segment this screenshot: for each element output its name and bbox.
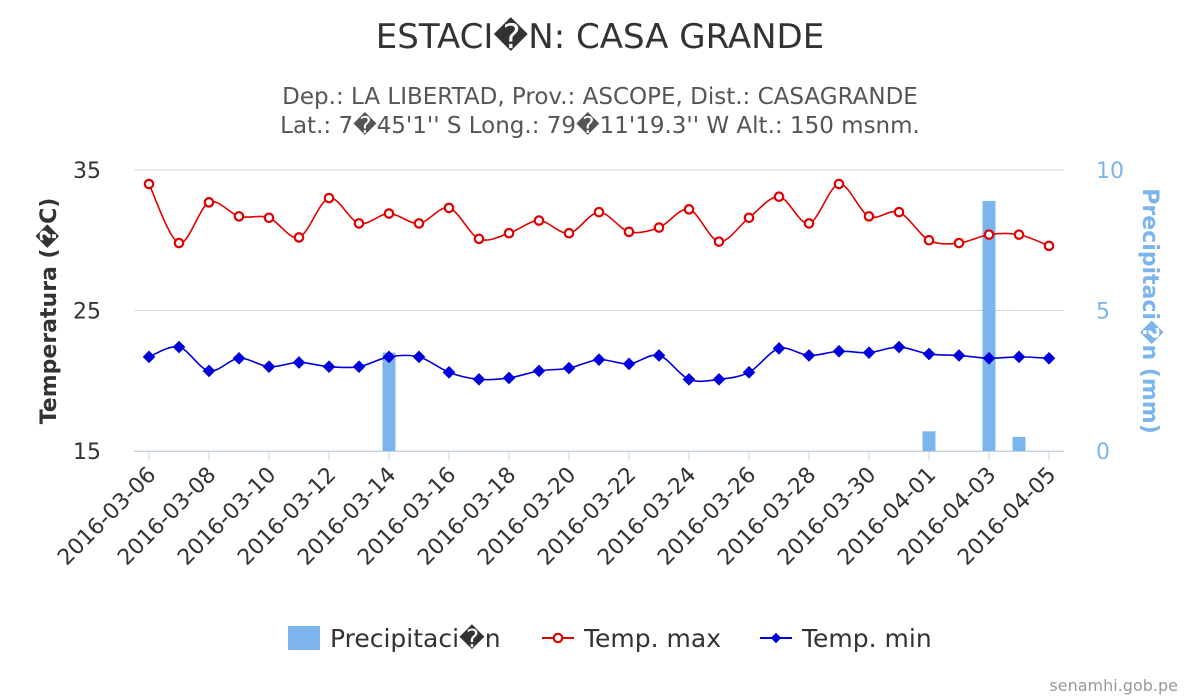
temp-max-point	[293, 232, 305, 243]
temp-max-point	[383, 208, 395, 219]
temp-min-point	[682, 373, 696, 386]
legend-swatch	[288, 626, 320, 650]
temp-max-point	[893, 206, 905, 218]
temp-min-point	[322, 360, 336, 374]
y-left-tick-label: 25	[73, 300, 101, 325]
legend-marker	[770, 632, 782, 644]
temp-max-point	[263, 212, 275, 224]
temp-min-point	[922, 347, 936, 361]
temp-max-point	[983, 229, 995, 240]
temp-min-point	[172, 340, 186, 354]
temp-min-point	[892, 340, 906, 354]
temp-max-point	[413, 218, 425, 229]
legend-item[interactable]: Precipitaci�n	[288, 624, 501, 653]
temp-max-point	[443, 202, 455, 214]
temp-min-point	[1042, 351, 1056, 365]
legend-label: Temp. max	[583, 624, 721, 653]
temp-min-point	[952, 349, 966, 362]
temp-max-point	[323, 192, 335, 204]
y-left-tick-label: 35	[73, 159, 101, 184]
y-right-tick-label: 5	[1096, 300, 1110, 325]
temp-min-point	[562, 361, 576, 375]
temp-min-point	[202, 364, 216, 378]
y-left-tick-label: 15	[73, 440, 101, 465]
temp-max-point	[173, 237, 185, 249]
temp-max-point	[503, 227, 515, 239]
legend-label: Precipitaci�n	[330, 624, 501, 653]
temp-max-point	[593, 206, 605, 218]
temp-max-point	[953, 237, 965, 249]
x-axis: 2016-03-062016-03-082016-03-102016-03-12…	[53, 451, 1064, 571]
temp-min-point	[382, 350, 396, 364]
credit-text[interactable]: senamhi.gob.pe	[1049, 676, 1178, 695]
temp-max-point	[473, 233, 485, 245]
chart-subtitle-line2: Lat.: 7�45'1'' S Long.: 79�11'19.3'' W A…	[280, 111, 920, 139]
y-axis-left: 15 25 35	[73, 159, 101, 465]
temp-max-point	[833, 178, 845, 190]
temperature-lines	[142, 178, 1056, 386]
temp-max-point	[623, 226, 635, 238]
precipitation-bar	[1012, 436, 1026, 451]
temp-min-point	[832, 344, 846, 358]
temp-min-point	[592, 353, 606, 367]
temp-max-point	[203, 197, 215, 208]
temp-min-point	[352, 360, 366, 374]
temp-max-point	[923, 234, 935, 246]
temp-min-point	[862, 346, 876, 359]
temp-max-point	[743, 212, 755, 224]
temp-min-point	[292, 356, 306, 369]
temp-max-point	[353, 218, 365, 229]
precipitation-bar	[382, 352, 396, 451]
temp-min-point	[532, 364, 546, 378]
y-right-tick-label: 10	[1096, 159, 1124, 184]
temp-min-point	[1012, 350, 1026, 364]
temp-max-point	[563, 227, 575, 239]
precipitation-bar	[982, 200, 996, 451]
legend-marker	[552, 632, 564, 644]
y-right-tick-label: 0	[1096, 440, 1110, 465]
chart-subtitle-line1: Dep.: LA LIBERTAD, Prov.: ASCOPE, Dist.:…	[282, 84, 918, 110]
precipitation-bars	[382, 200, 1026, 451]
legend-label: Temp. min	[801, 624, 932, 653]
temp-min-point	[772, 342, 786, 355]
temp-max-point	[713, 236, 725, 247]
temp-min-point	[262, 360, 276, 374]
temp-max-point	[803, 218, 815, 229]
temp-max-point	[233, 211, 245, 222]
temp-min-point	[652, 349, 666, 362]
temp-min-point	[802, 349, 816, 362]
temp-min-point	[472, 373, 486, 386]
temp-min-point	[982, 351, 996, 365]
temp-min-point	[622, 357, 636, 371]
temp-min-point	[412, 350, 426, 364]
precipitation-bar	[922, 431, 936, 451]
temp-max-point	[1043, 240, 1055, 252]
legend-item[interactable]: Temp. min	[760, 624, 932, 653]
temp-min-point	[502, 371, 516, 385]
temp-max-point	[143, 178, 155, 190]
temp-min-point	[742, 365, 756, 379]
temp-min-point	[442, 365, 456, 379]
temp-max-point	[653, 222, 665, 233]
y-axis-left-title: Temperatura (�C)	[35, 198, 62, 425]
temp-min-point	[232, 351, 246, 365]
temp-max-point	[1013, 229, 1025, 240]
temp-min-point	[712, 373, 726, 386]
y-axis-right-title: Precipitaci�n (mm)	[1137, 188, 1164, 433]
temp-max-point	[863, 211, 875, 222]
y-axis-right: 0 5 10	[1096, 159, 1124, 465]
temp-min-point	[142, 350, 156, 364]
legend-item[interactable]: Temp. max	[542, 624, 721, 653]
temp-max-point	[683, 204, 695, 215]
temp-max-point	[773, 191, 785, 202]
legend: Precipitaci�n Temp. max Temp. min	[288, 624, 932, 653]
chart-title: ESTACI�N: CASA GRANDE	[376, 17, 824, 57]
temp-max-point	[533, 215, 545, 226]
